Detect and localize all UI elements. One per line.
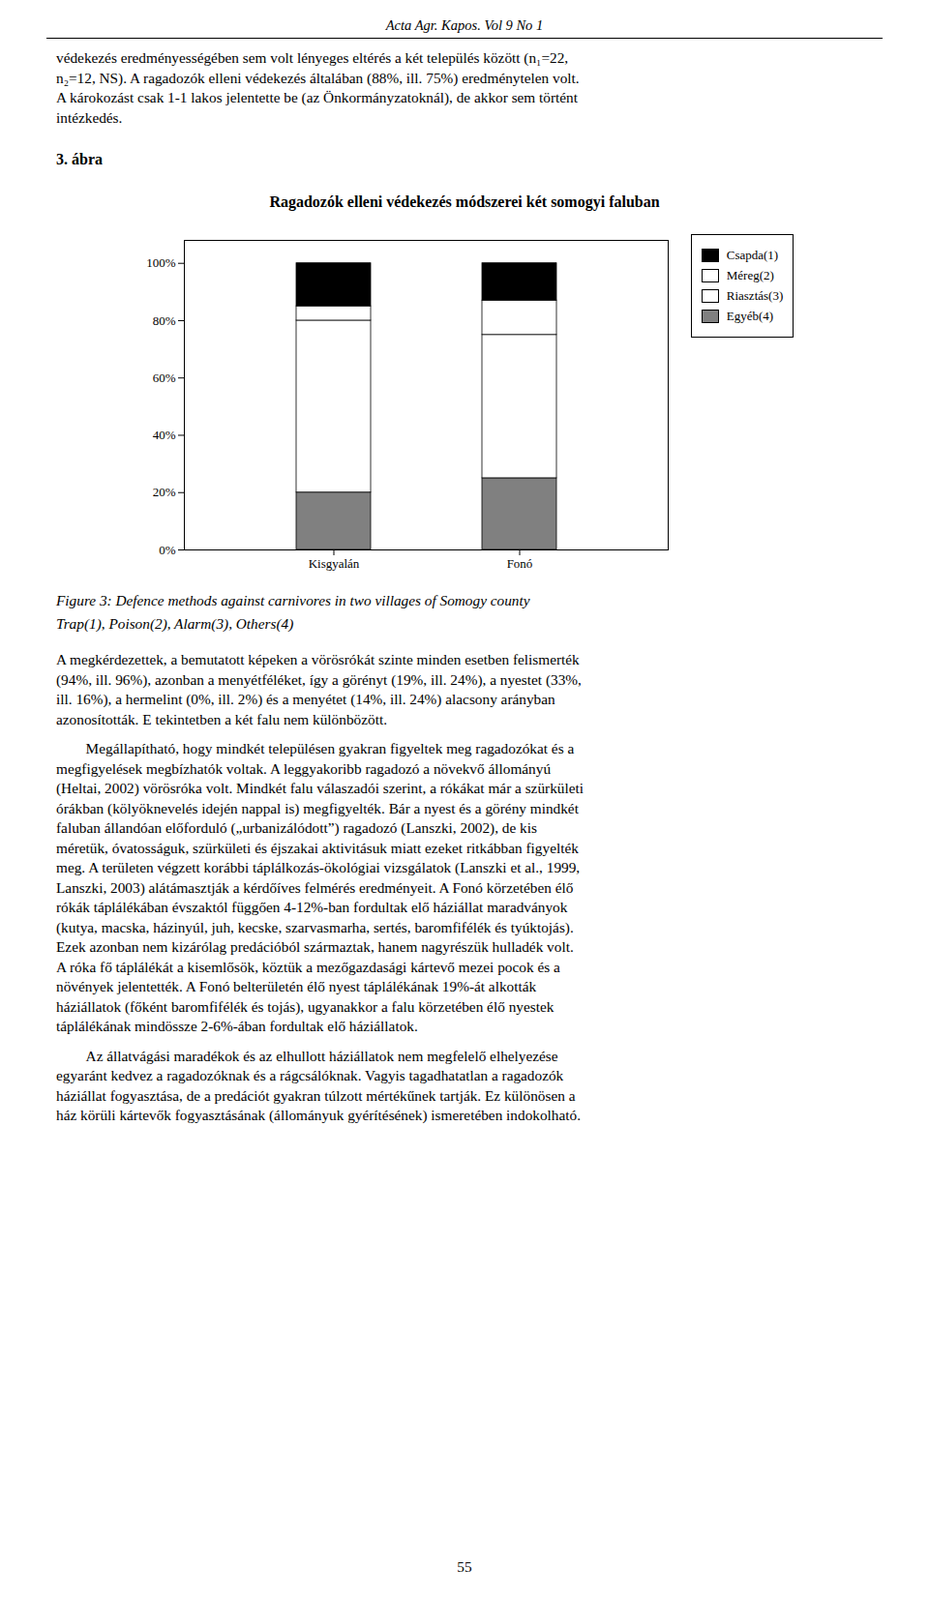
svg-text:60%: 60% [151, 370, 176, 386]
html-text:Riasztás(3): Riasztás(3) [726, 288, 784, 303]
svg-text:20%: 20% [151, 484, 176, 500]
html-text:Figure 3: Defence methods agai: Figure 3: Defence methods against carniv… [56, 592, 530, 609]
html-text:Megállapítható, hogy mindkét t: Megállapítható, hogy mindkét településen… [56, 740, 584, 1035]
html-text:55: 55 [457, 1558, 472, 1576]
svg-text:80%: 80% [151, 313, 176, 329]
svg-text:40%: 40% [151, 427, 176, 443]
html-text:Ragadozók elleni védekezés mód: Ragadozók elleni védekezés módszerei két… [269, 193, 660, 210]
html-text:Acta Agr. Kapos. Vol 9 No 1: Acta Agr. Kapos. Vol 9 No 1 [385, 17, 544, 33]
html-text:A megkérdezettek, a bemutatott: A megkérdezettek, a bemutatott képeken a… [56, 651, 582, 728]
html-text:Méreg(2): Méreg(2) [726, 268, 774, 283]
svg-text:Kisgyalán: Kisgyalán [307, 556, 360, 571]
svg-text:100%: 100% [146, 255, 177, 270]
svg-text:0%: 0% [158, 542, 177, 558]
html-text:Csapda(1): Csapda(1) [726, 247, 779, 263]
svg-text:Fonó: Fonó [506, 556, 533, 571]
html-text:Az állatvágási maradékok és az: Az állatvágási maradékok és az elhullott… [56, 1047, 581, 1124]
html-text:3. ábra: 3. ábra [56, 150, 103, 168]
html-text:védekezés eredményességében se: védekezés eredményességében sem volt lén… [56, 49, 580, 126]
html-text:Egyéb(4): Egyéb(4) [726, 308, 774, 324]
html-text:Trap(1), Poison(2), Alarm(3),: Trap(1), Poison(2), Alarm(3), Others(4) [56, 615, 294, 632]
